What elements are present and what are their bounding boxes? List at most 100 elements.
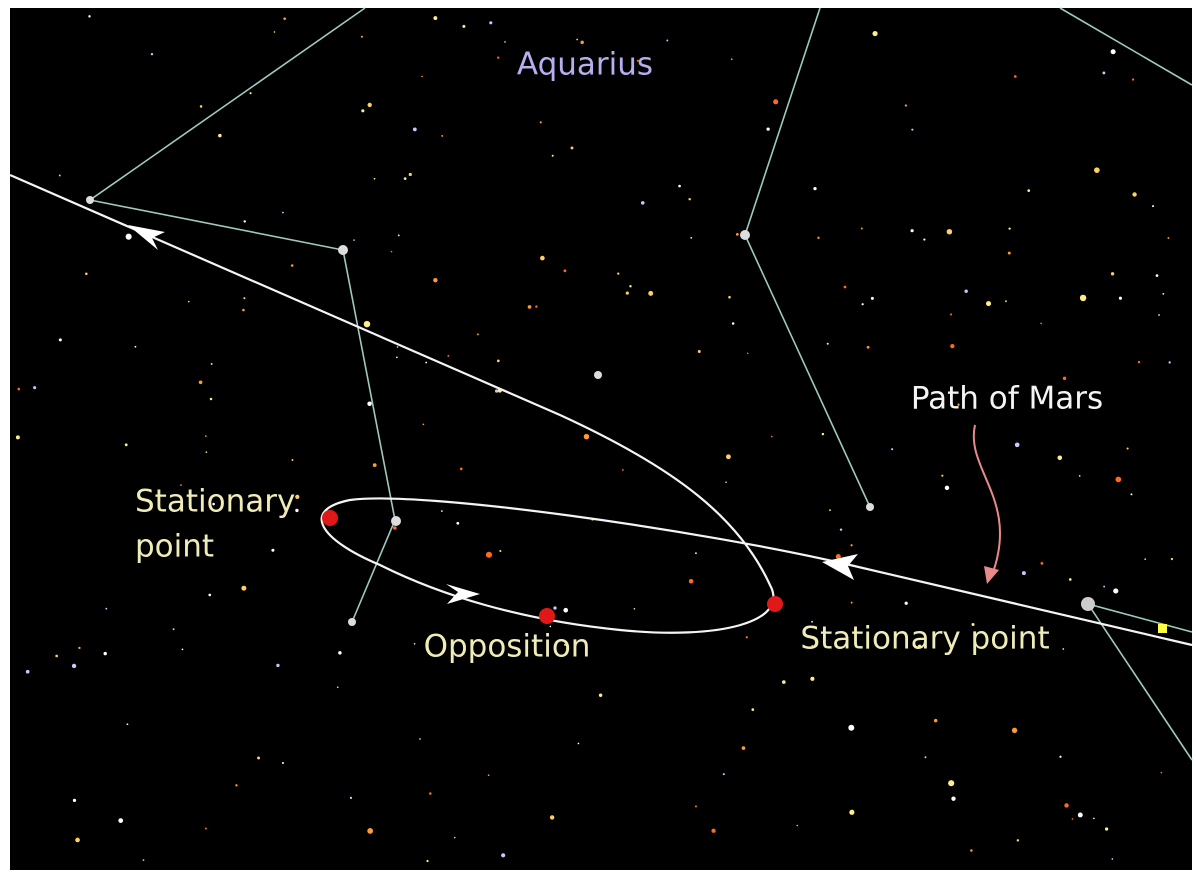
star xyxy=(353,239,355,241)
star xyxy=(1110,272,1115,276)
star xyxy=(986,301,992,307)
star xyxy=(1079,294,1087,302)
star xyxy=(413,643,416,645)
star xyxy=(1102,71,1106,75)
star xyxy=(349,796,353,800)
star xyxy=(338,245,348,255)
star xyxy=(338,651,342,655)
star xyxy=(1160,771,1163,774)
direction-arrows xyxy=(128,225,858,604)
star xyxy=(527,305,532,309)
star xyxy=(539,121,542,124)
star xyxy=(740,230,750,240)
star xyxy=(291,459,294,461)
star xyxy=(950,313,953,316)
star xyxy=(1013,75,1017,78)
stars xyxy=(15,15,1174,863)
star xyxy=(850,601,853,604)
star xyxy=(570,146,574,150)
star xyxy=(441,134,444,137)
star xyxy=(751,708,755,711)
star xyxy=(821,432,825,436)
star xyxy=(1158,314,1160,316)
bright-stars xyxy=(86,196,1167,633)
star xyxy=(730,58,733,60)
star xyxy=(811,644,814,648)
star xyxy=(1093,817,1095,820)
star xyxy=(367,102,372,108)
pointer-head xyxy=(984,566,999,584)
star xyxy=(205,451,208,453)
star xyxy=(944,485,950,491)
star xyxy=(17,387,21,391)
star xyxy=(396,346,399,348)
star xyxy=(813,186,817,191)
star xyxy=(849,809,855,815)
star xyxy=(212,502,215,506)
star xyxy=(393,526,397,530)
star xyxy=(1110,49,1116,55)
star xyxy=(725,454,731,460)
star xyxy=(766,127,770,131)
star xyxy=(1126,447,1129,450)
star xyxy=(459,467,463,471)
star xyxy=(86,196,94,204)
star xyxy=(336,686,339,689)
star xyxy=(249,92,252,95)
star xyxy=(904,104,908,107)
star xyxy=(1155,274,1159,277)
star xyxy=(142,859,145,862)
star xyxy=(678,184,681,188)
star xyxy=(621,469,624,471)
star xyxy=(55,654,58,658)
star xyxy=(290,264,294,267)
star xyxy=(426,859,429,863)
star xyxy=(553,606,557,610)
constellation-line xyxy=(1059,7,1193,86)
star xyxy=(811,620,814,623)
star xyxy=(1021,571,1026,576)
star xyxy=(363,320,371,328)
star xyxy=(433,277,438,283)
star xyxy=(617,272,620,275)
star xyxy=(860,227,863,230)
star xyxy=(697,350,701,353)
star xyxy=(745,636,748,639)
star xyxy=(453,836,456,839)
star xyxy=(372,463,377,468)
star xyxy=(1071,818,1074,820)
star xyxy=(348,618,356,626)
stationary-label: Stationary point xyxy=(800,621,1049,657)
star xyxy=(1078,475,1081,477)
star xyxy=(911,128,914,131)
star xyxy=(271,548,275,552)
star xyxy=(85,272,88,276)
star xyxy=(1144,558,1147,561)
star xyxy=(1118,296,1122,300)
star xyxy=(1011,727,1018,734)
star xyxy=(577,742,580,745)
star xyxy=(1040,561,1044,565)
star xyxy=(425,361,428,364)
star xyxy=(295,508,299,513)
stationary-label: Stationary xyxy=(135,484,295,520)
star xyxy=(422,423,425,426)
star xyxy=(770,435,773,438)
star xyxy=(58,338,62,342)
star xyxy=(1137,360,1141,364)
star xyxy=(360,35,363,38)
star xyxy=(242,308,245,312)
star xyxy=(494,389,499,393)
star xyxy=(421,75,423,78)
star xyxy=(549,625,552,628)
star xyxy=(923,238,926,241)
star xyxy=(485,551,493,558)
star xyxy=(367,827,374,834)
star xyxy=(1113,588,1119,594)
star xyxy=(408,172,412,177)
star xyxy=(648,290,654,296)
star xyxy=(891,448,894,451)
star xyxy=(540,255,545,261)
star xyxy=(1064,803,1069,808)
